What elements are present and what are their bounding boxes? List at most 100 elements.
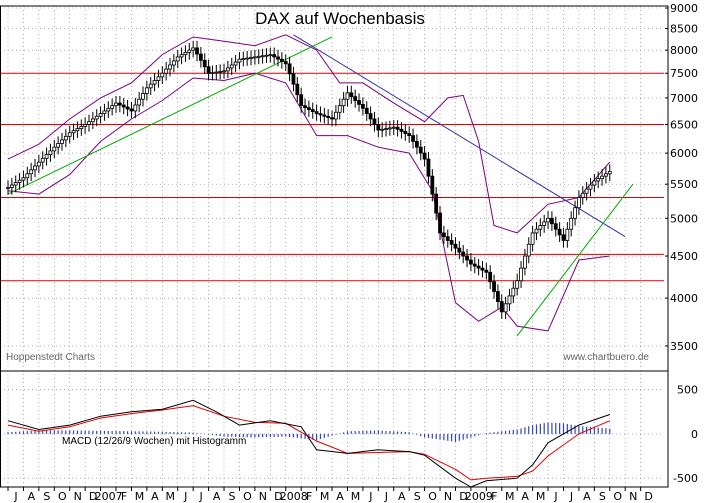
candle-body [453, 243, 458, 249]
candle-body [569, 217, 574, 230]
candle-body [604, 173, 608, 177]
candle-body [499, 301, 504, 313]
candle-body [214, 71, 219, 74]
upper-band-line [7, 34, 611, 234]
price-tick-label: 8500 [670, 22, 698, 35]
candle-body [322, 114, 327, 117]
candle-body [110, 105, 115, 109]
chart-frame [0, 5, 669, 488]
candle-body [391, 126, 396, 129]
candle-body [191, 47, 196, 51]
candle-body [314, 111, 319, 114]
candle-body [422, 152, 427, 160]
candle-body [272, 54, 277, 58]
candle-body [106, 107, 111, 112]
time-tick-label: A [336, 490, 344, 503]
candle-body [414, 140, 419, 148]
candle-body [29, 169, 34, 175]
candle-body [411, 135, 415, 142]
candle-body [557, 228, 562, 236]
macd-label: MACD (12/26/9 Wochen) mit Histogramm [62, 436, 246, 447]
price-tick-label: 4000 [670, 292, 698, 305]
candle-body [488, 271, 493, 283]
time-tick-label: M [166, 490, 176, 503]
candle-body [534, 228, 539, 234]
candle-body [168, 64, 172, 70]
price-tick-label: 9000 [670, 2, 698, 15]
candle-body [83, 124, 88, 127]
candle-body [268, 54, 273, 57]
time-tick-label: S [414, 490, 421, 503]
candle-body [550, 217, 554, 225]
candle-body [206, 66, 211, 74]
chart-title: DAX auf Wochenbasis [255, 9, 425, 28]
candle-body [445, 236, 450, 241]
candle-body [310, 109, 315, 113]
candle-body [160, 72, 165, 78]
source-right: www.chartbuero.de [562, 352, 649, 363]
candle-body [102, 110, 107, 114]
candle-body [202, 59, 207, 68]
candle-body [152, 80, 157, 85]
candle-body [468, 259, 473, 265]
candle-body [561, 234, 566, 241]
trend-line [293, 34, 626, 238]
candle-body [291, 73, 296, 85]
time-tick-label: D [459, 490, 467, 503]
candle-body [56, 143, 61, 148]
candle-body [441, 232, 446, 238]
candle-body [44, 154, 49, 159]
candle-body [318, 113, 323, 116]
candle-body [376, 124, 381, 131]
candle-body [187, 49, 192, 53]
candle-body [283, 61, 288, 65]
candle-body [573, 207, 577, 219]
time-tick-label: A [583, 490, 591, 503]
candle-body [90, 118, 95, 123]
candle-body [252, 56, 257, 59]
candle-body [299, 94, 304, 107]
candle-body [480, 267, 485, 271]
candle-body [9, 184, 14, 188]
price-tick-label: 7000 [670, 92, 698, 105]
time-tick-label: A [521, 490, 529, 503]
candle-body [48, 150, 53, 155]
time-tick-label: O [428, 490, 437, 503]
candle-body [183, 51, 188, 56]
time-tick-label: O [243, 490, 252, 503]
candle-body [565, 228, 570, 241]
time-tick-label: F [306, 490, 312, 503]
candle-body [141, 93, 145, 100]
candle-body [430, 175, 435, 195]
time-tick-label: M [135, 490, 145, 503]
candle-body [195, 47, 199, 55]
candle-body [256, 55, 261, 58]
time-tick-label: J [553, 490, 557, 503]
candle-body [171, 60, 176, 66]
candle-body [600, 175, 604, 179]
candle-body [13, 182, 18, 186]
candle-body [245, 57, 250, 60]
candle-body [387, 127, 392, 130]
candle-body [407, 133, 412, 137]
candle-body [17, 179, 22, 183]
candle-body [553, 223, 558, 230]
candle-body [399, 128, 404, 132]
candle-body [507, 295, 512, 305]
candle-body [519, 267, 523, 282]
candle-body [360, 103, 365, 109]
price-tick-label: 3500 [670, 340, 698, 353]
candle-body [395, 126, 400, 130]
candle-body [353, 96, 358, 101]
candle-body [503, 303, 508, 313]
candle-body [260, 55, 265, 58]
time-tick-label: N [74, 490, 82, 503]
price-tick-label: 5000 [670, 212, 698, 225]
time-tick-label: J [183, 490, 187, 503]
candle-body [384, 128, 388, 130]
time-tick-label: M [505, 490, 515, 503]
candle-body [538, 225, 543, 230]
candle-body [94, 115, 99, 120]
candle-body [368, 113, 373, 120]
